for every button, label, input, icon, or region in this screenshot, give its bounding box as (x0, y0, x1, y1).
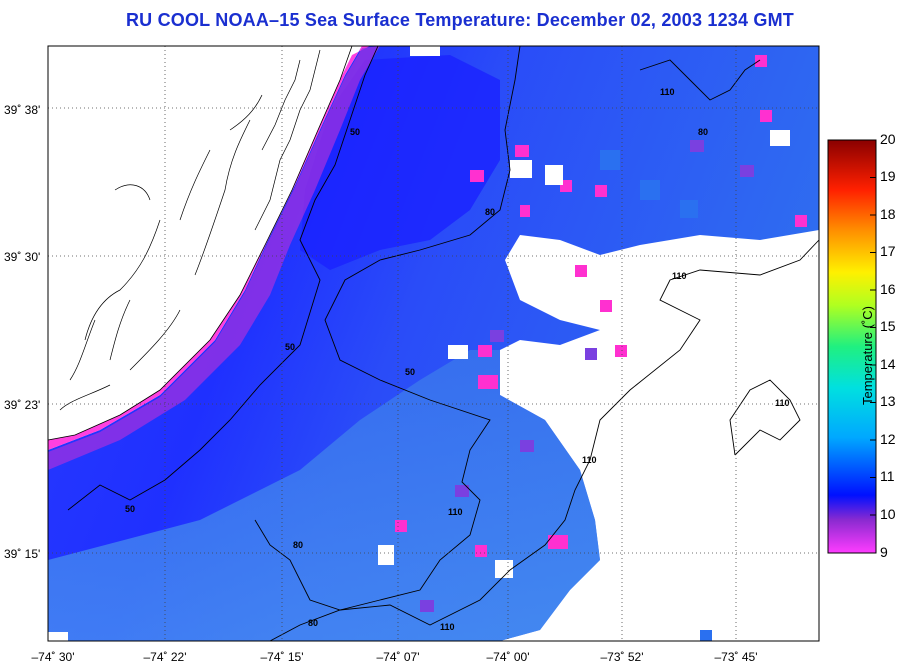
colorbar-tick-label: 20 (880, 131, 896, 147)
colorbar-tick-label: 17 (880, 243, 896, 259)
colorbar-tick-label: 10 (880, 506, 896, 522)
contour-label: 80 (308, 618, 318, 628)
contour-label: 80 (293, 540, 303, 550)
colorbar-tick-label: 11 (880, 468, 895, 484)
longitude-label: –74˚ 15' (260, 650, 304, 664)
colorbar-tick-label: 15 (880, 318, 896, 334)
contour-label: 50 (285, 342, 295, 352)
sst-field (48, 46, 819, 641)
latitude-label: 39˚ 23' (4, 398, 41, 412)
colorbar-tick-label: 12 (880, 431, 896, 447)
isobath-contours (67, 45, 820, 642)
contour-label: 110 (448, 507, 463, 517)
contour-label: 110 (775, 398, 790, 408)
colorbar (827, 139, 877, 554)
longitude-label: –73˚ 45' (714, 650, 758, 664)
contour-label: 110 (582, 455, 597, 465)
land-mass (47, 45, 353, 441)
contour-label: 80 (485, 207, 495, 217)
colorbar-tick-label: 13 (880, 393, 896, 409)
coastline-detail (59, 49, 321, 411)
contour-label: 110 (660, 87, 675, 97)
longitude-label: –74˚ 22' (143, 650, 187, 664)
contour-label: 110 (440, 622, 455, 632)
contour-label: 80 (698, 127, 708, 137)
colorbar-ticks (870, 139, 876, 554)
contour-label: 50 (350, 127, 360, 137)
longitude-label: –73˚ 52' (600, 650, 644, 664)
longitude-label: –74˚ 00' (486, 650, 530, 664)
latitude-label: 39˚ 15' (4, 547, 41, 561)
colorbar-title: Temperature (˚C) (860, 306, 875, 405)
graticule (48, 46, 819, 641)
contour-value-labels: 50 50 50 50 80 80 80 80 110 110 110 110 … (125, 87, 790, 632)
longitude-label: –74˚ 07' (376, 650, 420, 664)
colorbar-tick-label: 16 (880, 281, 896, 297)
contour-label: 110 (672, 271, 687, 281)
map-title: RU COOL NOAA–15 Sea Surface Temperature:… (125, 10, 794, 30)
latitude-label: 39˚ 38' (4, 103, 41, 117)
latitude-label: 39˚ 30' (4, 250, 41, 264)
longitude-label: –74˚ 30' (31, 650, 75, 664)
contour-label: 50 (405, 367, 415, 377)
colorbar-tick-label: 14 (880, 356, 896, 372)
contour-label: 50 (125, 504, 135, 514)
colorbar-tick-label: 18 (880, 206, 896, 222)
colorbar-tick-label: 19 (880, 168, 896, 184)
colorbar-tick-label: 9 (880, 544, 888, 560)
